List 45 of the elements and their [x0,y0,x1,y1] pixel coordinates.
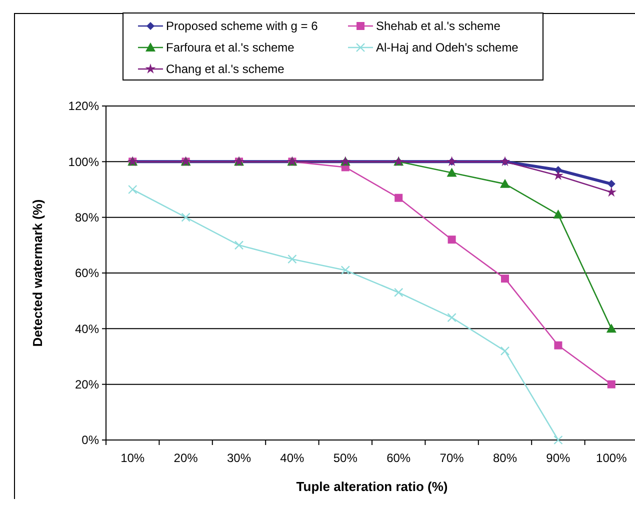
y-tick-label: 40% [74,322,100,336]
point [394,288,404,298]
point [501,274,509,283]
x-tick-label: 30% [226,451,252,465]
point [552,170,564,180]
legend-label: Al-Haj and Odeh's scheme [376,40,519,55]
point [340,266,350,275]
legend-label: Proposed scheme with g = 6 [166,19,318,34]
point [394,194,403,202]
point [606,324,616,333]
x-tick-label: 10% [120,451,145,465]
point [500,178,510,188]
y-axis-title: Detected watermark (%) [30,199,45,347]
legend-label: Chang et al.'s scheme [166,62,285,76]
y-tick-label: 20% [74,378,100,392]
y-tick-label: 100% [68,154,100,169]
x-tick-label: 90% [546,451,571,465]
point [554,435,563,445]
point [446,168,457,177]
point [447,312,456,322]
point [181,212,190,222]
point [448,236,456,244]
point [234,240,244,250]
point [607,380,616,388]
y-tick-label: 120% [68,99,100,114]
y-tick-label: 0% [82,433,100,448]
point [607,180,616,188]
x-tick-label: 80% [492,451,518,465]
point [500,346,510,356]
point [606,186,617,197]
point [288,254,297,264]
legend-label: Farfoura et al.'s scheme [166,40,295,55]
point [554,341,562,350]
x-axis-title: Tuple alteration ratio (%) [296,479,448,494]
x-tick-label: 20% [174,451,198,465]
x-tick-label: 50% [333,451,358,465]
x-tick-label: 100% [596,451,628,465]
x-tick-label: 60% [386,451,411,465]
x-tick-label: 70% [440,451,464,465]
legend-label: Shehab et al.'s scheme [376,19,501,34]
x-tick-label: 40% [280,451,305,465]
point [128,184,138,194]
point [553,210,564,219]
y-tick-label: 60% [74,266,100,280]
y-tick-label: 80% [74,210,100,225]
